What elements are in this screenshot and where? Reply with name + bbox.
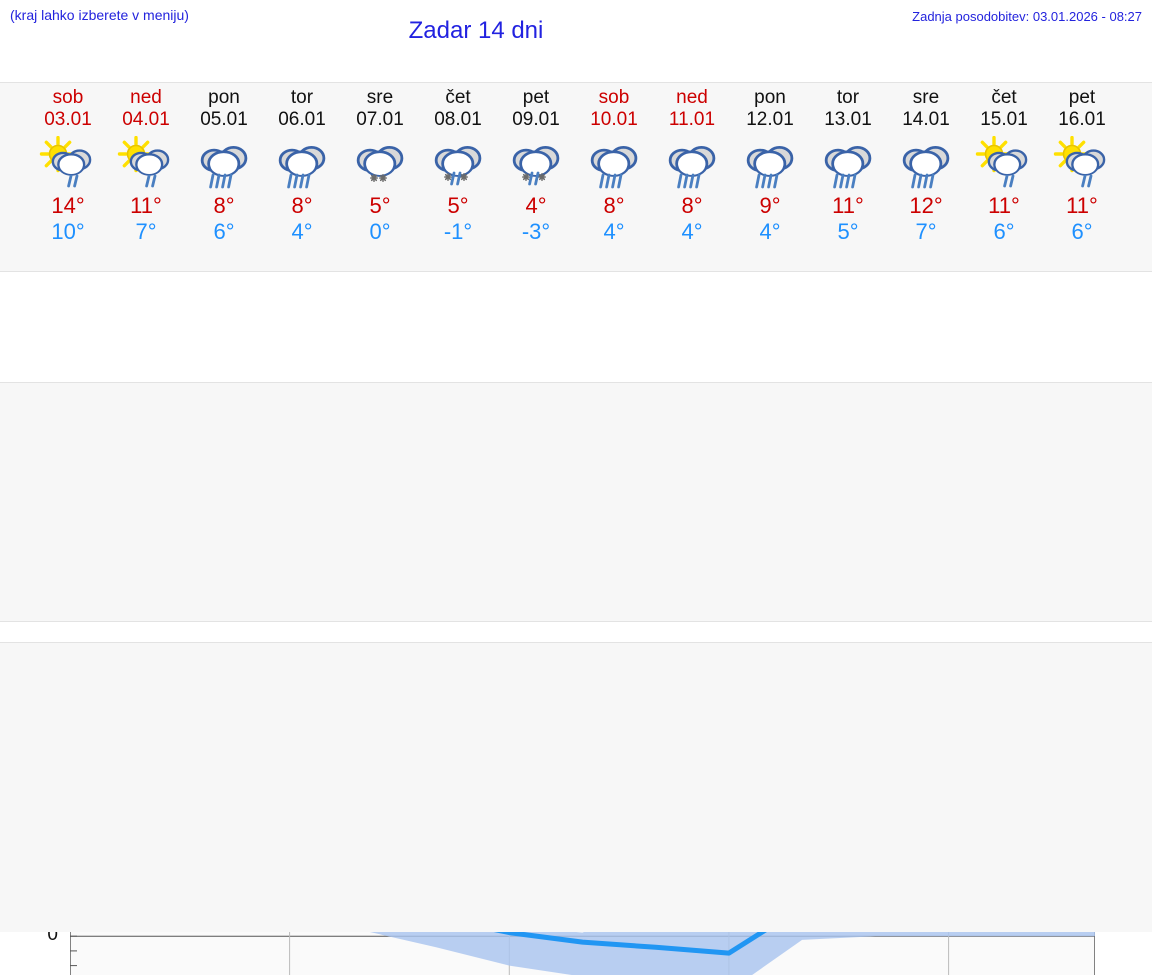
cloud-rain-icon [185,135,263,193]
temperature-chart-panel: Temperatura (°C) 010 © vreme.us & vreme.… [0,382,1152,975]
day-column[interactable]: tor 13.01 11° 5° [809,83,887,273]
cloud-rain-icon [809,135,887,193]
day-name: sre [912,87,940,108]
day-name: pon [208,87,240,108]
day-name: tor [290,87,314,108]
day-column[interactable]: sre 14.01 12° 7° [887,83,965,273]
day-column[interactable]: tor 06.01 8° 4° [263,83,341,273]
day-max-temperature: 5° [447,193,469,218]
day-max-temperature: 8° [603,193,625,218]
day-date: 06.01 [278,109,326,130]
day-min-temperature: 7° [135,219,157,244]
day-min-temperature: 6° [993,219,1015,244]
day-min-temperature: -1° [443,219,473,244]
day-max-temperature: 11° [988,193,1020,218]
day-min-temperature: 4° [681,219,703,244]
day-column[interactable]: pet 16.01 11° 6° [1043,83,1121,273]
day-date: 13.01 [824,109,872,130]
day-max-temperature: 8° [213,193,235,218]
day-name: ned [676,87,708,108]
day-max-temperature: 9° [759,193,781,218]
day-max-temperature: 8° [681,193,703,218]
day-name: sob [52,87,84,108]
menu-hint-link[interactable]: (kraj lahko izberete v meniju) [10,7,189,23]
cloud-rain-icon [653,135,731,193]
sun-cloud-rain-icon [965,135,1043,193]
day-date: 05.01 [200,109,248,130]
sun-cloud-rain-icon [29,135,107,193]
day-max-temperature: 11° [1066,193,1098,218]
day-min-temperature: 0° [369,219,391,244]
day-column[interactable]: pet 09.01 4° -3° [497,83,575,273]
last-updated-label: Zadnja posodobitev: 03.01.2026 - 08:27 [912,9,1142,24]
daily-forecast-strip: sob 03.01 14° 10° ned 04.01 11° 7° pon 05.01 8°… [0,82,1152,272]
sun-cloud-rain-icon [107,135,185,193]
sun-cloud-rain-icon [1043,135,1121,193]
day-max-temperature: 14° [51,193,85,218]
day-min-temperature: 7° [915,219,937,244]
cloud-sleet-icon [419,135,497,193]
page-header: (kraj lahko izberete v meniju) Zadar 14 … [0,0,1152,62]
day-min-temperature: 5° [837,219,859,244]
day-date: 15.01 [980,109,1028,130]
day-max-temperature: 8° [291,193,313,218]
day-date: 12.01 [746,109,794,130]
cloud-snow-icon [341,135,419,193]
day-max-temperature: 11° [832,193,864,218]
day-max-temperature: 11° [130,193,162,218]
day-date: 10.01 [590,109,638,130]
day-column[interactable]: pon 12.01 9° 4° [731,83,809,273]
day-date: 07.01 [356,109,404,130]
day-name: tor [836,87,860,108]
day-name: sre [366,87,394,108]
day-min-temperature: 10° [51,219,85,244]
day-min-temperature: 4° [603,219,625,244]
day-min-temperature: 6° [213,219,235,244]
day-column[interactable]: sob 03.01 14° 10° [29,83,107,273]
cloud-rain-icon [575,135,653,193]
day-column[interactable]: sob 10.01 8° 4° [575,83,653,273]
day-max-temperature: 4° [525,193,547,218]
day-max-temperature: 12° [909,193,943,218]
day-date: 08.01 [434,109,482,130]
day-column[interactable]: ned 04.01 11° 7° [107,83,185,273]
day-name: pon [754,87,786,108]
day-name: pet [1068,87,1096,108]
day-name: čet [991,87,1017,108]
day-date: 04.01 [122,109,170,130]
day-date: 14.01 [902,109,950,130]
cloud-rain-icon [263,135,341,193]
day-date: 16.01 [1058,109,1106,130]
day-column[interactable]: čet 08.01 5° -1° [419,83,497,273]
day-min-temperature: 6° [1071,219,1093,244]
day-date: 09.01 [512,109,560,130]
temperature-y-tick-label: 0 [47,924,58,946]
day-date: 03.01 [44,109,92,130]
daily-forecast-row: sob 03.01 14° 10° ned 04.01 11° 7° pon 05.01 8°… [29,83,1152,273]
day-min-temperature: 4° [759,219,781,244]
day-column[interactable]: sre 07.01 5° 0° [341,83,419,273]
day-name: pet [522,87,550,108]
cloud-sleet-icon [497,135,575,193]
day-column[interactable]: pon 05.01 8° 6° [185,83,263,273]
page-title: Zadar 14 dni [408,17,544,44]
day-column[interactable]: ned 11.01 8° 4° [653,83,731,273]
precipitation-chart-panel: Količina padavin (mm) / Možnost padavin … [0,642,1152,932]
cloud-rain-icon [731,135,809,193]
cloud-rain-icon [887,135,965,193]
day-date: 11.01 [668,109,716,130]
day-min-temperature: -3° [521,219,551,244]
day-name: čet [445,87,471,108]
day-name: ned [130,87,162,108]
day-min-temperature: 4° [291,219,313,244]
day-column[interactable]: čet 15.01 11° 6° [965,83,1043,273]
day-max-temperature: 5° [369,193,391,218]
day-name: sob [598,87,630,108]
